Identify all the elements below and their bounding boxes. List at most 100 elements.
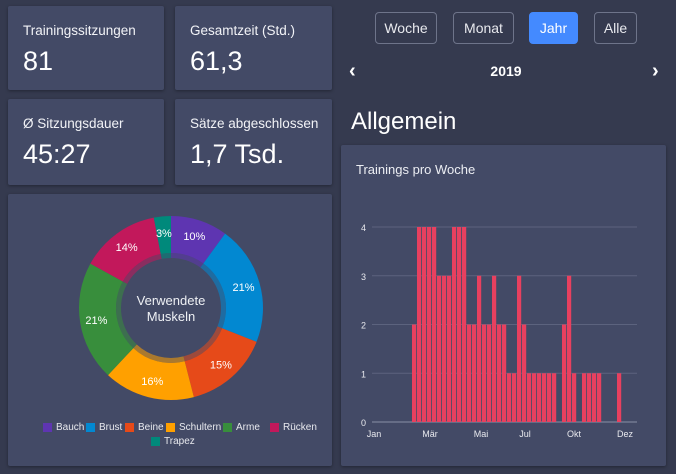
legend-swatch bbox=[125, 423, 134, 432]
bar-week-40[interactable] bbox=[572, 373, 577, 422]
x-tick-label: Jan bbox=[367, 429, 382, 439]
legend-swatch bbox=[166, 423, 175, 432]
bar-week-9[interactable] bbox=[417, 227, 422, 422]
donut-slice-rücken[interactable] bbox=[90, 217, 161, 282]
muscle-donut-card: 10% 21% 15% 16% 21% 14% 3% Verwendete Muskeln Ba… bbox=[8, 194, 332, 466]
bar-week-11[interactable] bbox=[427, 227, 432, 422]
donut-slice-brust[interactable] bbox=[203, 233, 263, 342]
y-tick-label: 2 bbox=[361, 321, 366, 331]
legend-item-bauch[interactable]: Bauch bbox=[43, 422, 84, 433]
bar-week-16[interactable] bbox=[452, 227, 457, 422]
stat-card: Ø Sitzungsdauer 45:27 bbox=[8, 99, 164, 185]
donut-slice-arme[interactable] bbox=[79, 263, 134, 376]
legend-item-brust[interactable]: Brust bbox=[86, 422, 122, 433]
legend-item-rücken[interactable]: Rücken bbox=[270, 422, 317, 433]
stat-label: Ø Sitzungsdauer bbox=[23, 116, 124, 131]
chart-title: Trainings pro Woche bbox=[356, 162, 476, 177]
donut-slice-bauch[interactable] bbox=[171, 216, 226, 264]
bar-week-25[interactable] bbox=[497, 324, 502, 423]
bar-week-20[interactable] bbox=[472, 324, 477, 423]
donut-inner-ring bbox=[160, 253, 171, 259]
bar-week-23[interactable] bbox=[487, 324, 492, 423]
weekly-trainings-card: Trainings pro Woche 0 1 2 3 4 Jan Mär Mai Jul Okt… bbox=[341, 145, 666, 466]
legend-label: Brust bbox=[99, 422, 123, 433]
period-button-alle[interactable]: Alle bbox=[594, 12, 637, 44]
legend-item-trapez[interactable]: Trapez bbox=[151, 436, 195, 447]
legend-label: Rücken bbox=[283, 422, 317, 433]
legend-label: Schultern bbox=[179, 422, 222, 433]
stat-value: 61,3 bbox=[190, 46, 243, 76]
bar-week-33[interactable] bbox=[537, 373, 542, 422]
chevron-left-icon[interactable]: ‹ bbox=[349, 60, 356, 82]
bar-week-38[interactable] bbox=[562, 324, 567, 423]
section-title: Allgemein bbox=[351, 108, 457, 135]
bar-week-13[interactable] bbox=[437, 275, 442, 422]
x-tick-label: Mär bbox=[422, 429, 438, 439]
stat-label: Gesamtzeit (Std.) bbox=[190, 23, 296, 38]
donut-center-label: Muskeln bbox=[147, 309, 195, 324]
bar-week-12[interactable] bbox=[432, 227, 437, 422]
bar-week-39[interactable] bbox=[567, 275, 572, 422]
donut-inner-ring bbox=[171, 253, 204, 268]
bar-week-30[interactable] bbox=[522, 324, 527, 423]
bar-week-44[interactable] bbox=[592, 373, 597, 422]
bar-week-15[interactable] bbox=[447, 275, 452, 422]
legend-label: Trapez bbox=[164, 436, 195, 447]
y-tick-label: 1 bbox=[361, 369, 366, 379]
legend-item-arme[interactable]: Arme bbox=[223, 422, 260, 433]
bar-week-29[interactable] bbox=[517, 275, 522, 422]
bar-week-28[interactable] bbox=[512, 373, 517, 422]
bar-week-19[interactable] bbox=[467, 324, 472, 423]
bar-week-45[interactable] bbox=[597, 373, 602, 422]
bar-week-10[interactable] bbox=[422, 227, 427, 422]
bar-week-35[interactable] bbox=[547, 373, 552, 422]
period-button-monat[interactable]: Monat bbox=[453, 12, 514, 44]
bar-week-24[interactable] bbox=[492, 275, 497, 422]
bar-week-26[interactable] bbox=[502, 324, 507, 423]
legend-item-schultern[interactable]: Schultern bbox=[166, 422, 221, 433]
legend-item-beine[interactable]: Beine bbox=[125, 422, 164, 433]
legend-swatch bbox=[43, 423, 52, 432]
bar-week-34[interactable] bbox=[542, 373, 547, 422]
stat-card: Gesamtzeit (Std.) 61,3 bbox=[175, 6, 332, 90]
x-tick-label: Jul bbox=[519, 429, 531, 439]
bar-week-36[interactable] bbox=[552, 373, 557, 422]
donut-inner-ring bbox=[183, 326, 223, 362]
stat-value: 1,7 Tsd. bbox=[190, 139, 285, 169]
legend-swatch bbox=[223, 423, 232, 432]
bar-week-17[interactable] bbox=[457, 227, 462, 422]
bar-week-18[interactable] bbox=[462, 227, 467, 422]
bar-week-31[interactable] bbox=[527, 373, 532, 422]
legend-label: Bauch bbox=[56, 422, 85, 433]
bar-week-22[interactable] bbox=[482, 324, 487, 423]
donut-slice-beine[interactable] bbox=[184, 328, 257, 398]
stat-value: 45:27 bbox=[23, 139, 91, 169]
slice-label: 16% bbox=[141, 376, 163, 388]
x-tick-label: Dez bbox=[617, 429, 634, 439]
donut-slice-trapez[interactable] bbox=[153, 216, 171, 254]
slice-label: 21% bbox=[85, 315, 107, 327]
donut-inner-ring bbox=[122, 253, 162, 284]
weekly-bar-chart: 0 1 2 3 4 Jan Mär Mai Jul Okt Dez bbox=[361, 223, 637, 439]
slice-label: 14% bbox=[116, 242, 138, 254]
donut-slice-schultern[interactable] bbox=[108, 348, 194, 400]
period-button-jahr[interactable]: Jahr bbox=[529, 12, 578, 44]
legend-swatch bbox=[270, 423, 279, 432]
x-tick-label: Mai bbox=[474, 429, 489, 439]
slice-label: 3% bbox=[156, 228, 172, 240]
legend-label: Beine bbox=[138, 422, 164, 433]
bar-week-14[interactable] bbox=[442, 275, 447, 422]
stat-card: Trainingssitzungen 81 bbox=[8, 6, 164, 90]
legend-swatch bbox=[86, 423, 95, 432]
bar-week-32[interactable] bbox=[532, 373, 537, 422]
bar-week-49[interactable] bbox=[617, 373, 622, 422]
y-tick-label: 4 bbox=[361, 223, 366, 233]
bar-week-42[interactable] bbox=[582, 373, 587, 422]
period-button-woche[interactable]: Woche bbox=[375, 12, 437, 44]
bar-week-8[interactable] bbox=[412, 324, 417, 423]
bar-week-43[interactable] bbox=[587, 373, 592, 422]
chevron-right-icon[interactable]: › bbox=[652, 60, 659, 82]
bar-week-27[interactable] bbox=[507, 373, 512, 422]
x-tick-label: Okt bbox=[567, 429, 582, 439]
bar-week-21[interactable] bbox=[477, 275, 482, 422]
